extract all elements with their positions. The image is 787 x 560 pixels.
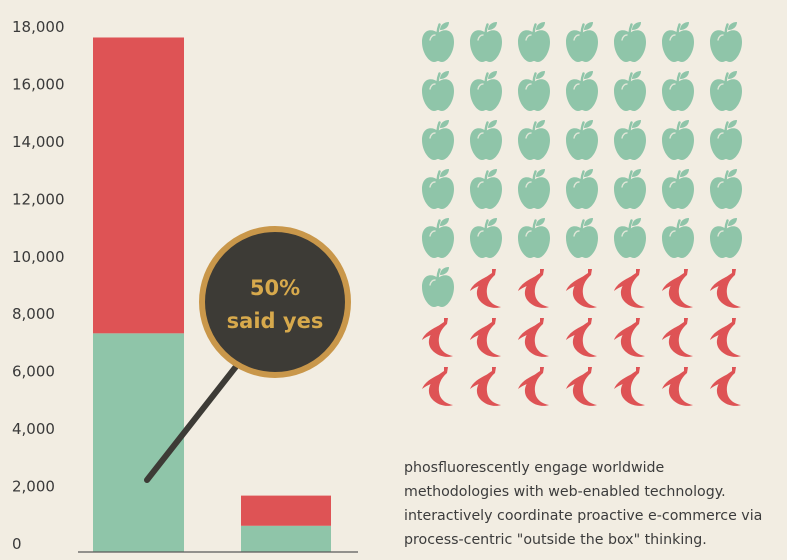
apple-icon [558, 17, 606, 66]
apple-icon [702, 17, 750, 66]
callout-line-1: 50% [250, 276, 300, 300]
y-tick-label: 4,000 [12, 420, 55, 438]
apple-icon [558, 164, 606, 213]
y-tick-label: 0 [12, 535, 22, 553]
apple-icon [606, 115, 654, 164]
bar-segment [93, 333, 184, 552]
banana-icon [558, 262, 606, 311]
banana-icon [702, 360, 750, 409]
banana-icon [414, 360, 462, 409]
apple-icon [654, 164, 702, 213]
apple-icon [510, 164, 558, 213]
stacked-bar-chart: 0 2,000 4,000 6,000 8,000 10,000 12,000 14,000 1… [12, 18, 358, 553]
apple-icon [654, 115, 702, 164]
apple-icon [606, 213, 654, 262]
banana-icon [558, 311, 606, 360]
y-tick-label: 14,000 [12, 133, 65, 151]
banana-icon [654, 360, 702, 409]
banana-icon [510, 360, 558, 409]
apple-icon [462, 66, 510, 115]
y-tick-label: 16,000 [12, 75, 65, 93]
banana-icon [702, 262, 750, 311]
caption: phosfluorescently engage worldwide metho… [404, 456, 784, 552]
apple-icon [510, 213, 558, 262]
caption-line-2: methodologies with web-enabled technolog… [404, 484, 726, 500]
callout: 50% said yes [144, 226, 351, 483]
banana-icon [462, 262, 510, 311]
apple-icon [510, 17, 558, 66]
banana-icon [654, 262, 702, 311]
y-tick-label: 12,000 [12, 190, 65, 208]
banana-icon [510, 311, 558, 360]
apple-icon [510, 66, 558, 115]
y-tick-label: 2,000 [12, 478, 55, 496]
banana-icon [414, 311, 462, 360]
bar-segment [241, 525, 331, 552]
callout-line-2: said yes [227, 309, 324, 333]
banana-icon [606, 262, 654, 311]
y-tick-label: 6,000 [12, 363, 55, 381]
y-tick-label: 18,000 [12, 18, 65, 36]
bar-segment [93, 37, 184, 334]
apple-icon [414, 115, 462, 164]
banana-icon [702, 311, 750, 360]
callout-bubble [199, 226, 351, 378]
apple-icon [654, 17, 702, 66]
apple-icon [510, 115, 558, 164]
apple-icon [606, 164, 654, 213]
banana-icon [558, 360, 606, 409]
apple-icon [414, 164, 462, 213]
apple-icon [654, 213, 702, 262]
banana-icon [462, 360, 510, 409]
banana-icon [606, 360, 654, 409]
banana-icon [654, 311, 702, 360]
caption-line-4: process-centric "outside the box" thinki… [404, 532, 707, 548]
apple-icon [558, 66, 606, 115]
apple-icon [654, 66, 702, 115]
banana-icon [510, 262, 558, 311]
banana-icon [462, 311, 510, 360]
apple-icon [414, 262, 462, 311]
y-axis: 0 2,000 4,000 6,000 8,000 10,000 12,000 14,000 1… [12, 18, 65, 553]
apple-icon [462, 17, 510, 66]
bars [93, 37, 331, 552]
y-tick-label: 8,000 [12, 305, 55, 323]
apple-icon [702, 164, 750, 213]
apple-icon [606, 17, 654, 66]
apple-icon [462, 213, 510, 262]
caption-line-1: phosfluorescently engage worldwide [404, 460, 665, 476]
y-tick-label: 10,000 [12, 248, 65, 266]
banana-icon [606, 311, 654, 360]
apple-icon [702, 66, 750, 115]
apple-icon [462, 164, 510, 213]
apple-icon [606, 66, 654, 115]
apple-icon [414, 213, 462, 262]
apple-icon [414, 66, 462, 115]
apple-icon [702, 115, 750, 164]
callout-pointer [144, 361, 241, 483]
fruit-pictograph [414, 17, 750, 409]
apple-icon [558, 115, 606, 164]
caption-line-3: interactively coordinate proactive e-com… [404, 508, 763, 524]
apple-icon [558, 213, 606, 262]
apple-icon [462, 115, 510, 164]
apple-icon [414, 17, 462, 66]
apple-icon [702, 213, 750, 262]
bar-segment [241, 495, 331, 526]
